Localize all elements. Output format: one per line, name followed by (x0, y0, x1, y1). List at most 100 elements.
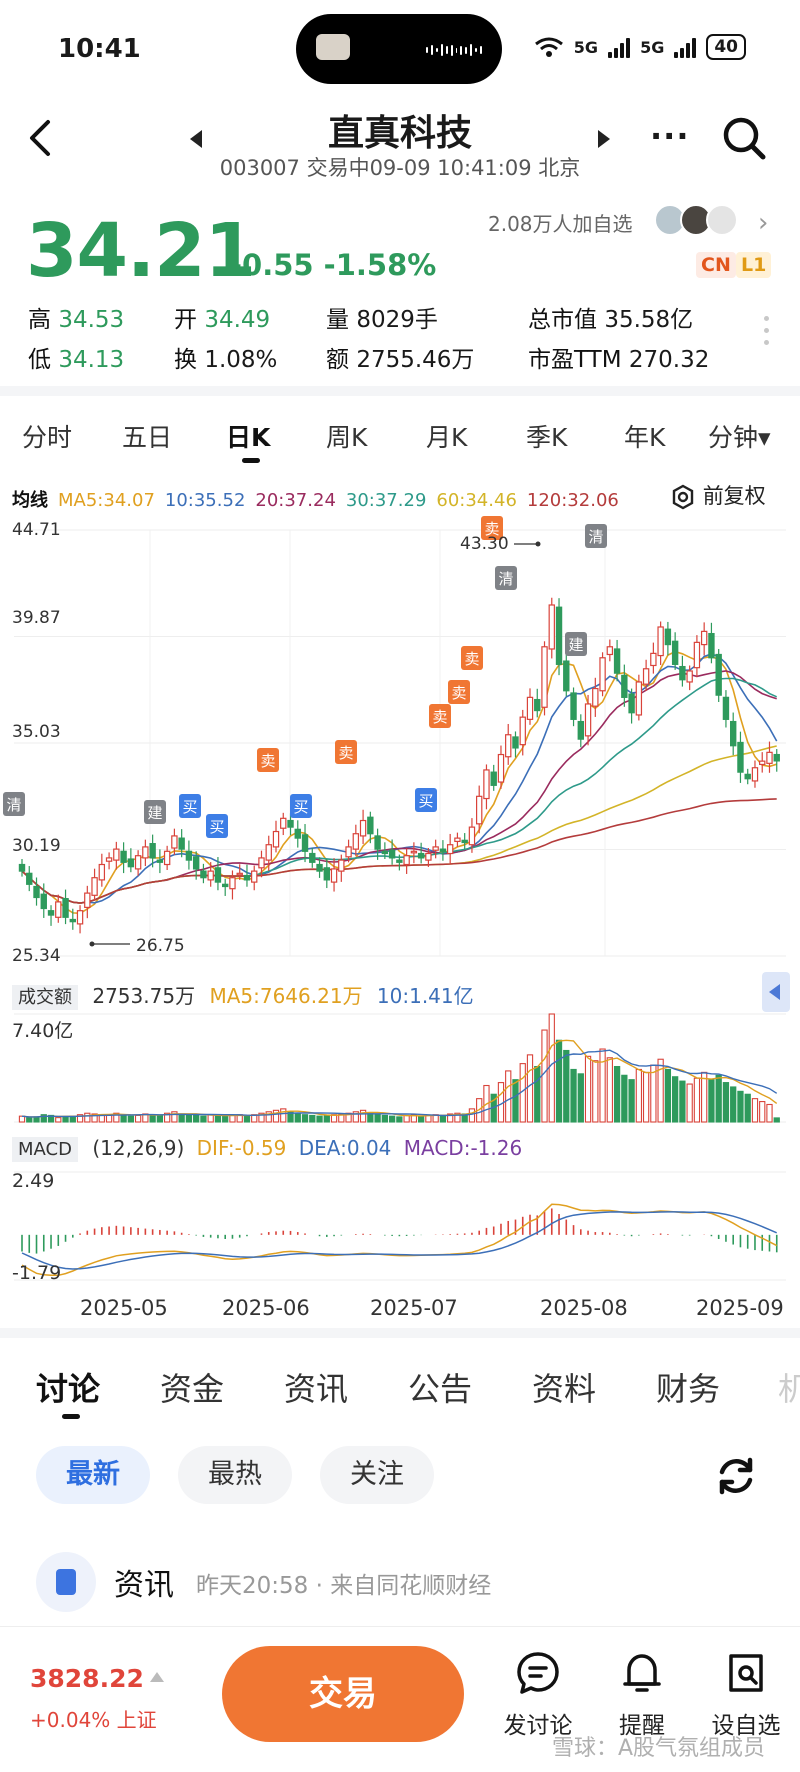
news-meta: 昨天20:58 · 来自同花顺财经 (196, 1566, 491, 1600)
divider (0, 1328, 800, 1338)
candle (752, 768, 757, 781)
volume-bar (194, 1115, 199, 1122)
volume-bar (419, 1116, 424, 1122)
sell-marker-label: 卖 (451, 684, 466, 702)
candle (237, 873, 242, 875)
search-icon[interactable] (720, 114, 768, 162)
macd-label[interactable]: MACD (12, 1137, 78, 1162)
buy-marker: 买 (290, 794, 312, 818)
candle (731, 722, 736, 746)
candle (673, 641, 678, 664)
candle (658, 627, 663, 656)
tab-five-day[interactable]: 五日 (122, 418, 172, 454)
tab-news[interactable]: 资讯 (284, 1364, 348, 1410)
divider (0, 386, 800, 396)
tab-announcements[interactable]: 公告 (408, 1364, 472, 1410)
candle (433, 847, 438, 850)
volume-chart[interactable] (0, 1010, 800, 1130)
tab-daily-k[interactable]: 日K (226, 418, 270, 454)
x-tick: 2025-06 (222, 1296, 310, 1320)
tab-weekly-k[interactable]: 周K (326, 418, 367, 454)
candle (564, 661, 569, 691)
volume-bar (535, 1067, 540, 1122)
candle (136, 856, 141, 869)
candle (295, 829, 300, 838)
clear-marker-label: 清 (498, 570, 513, 588)
candle (34, 887, 39, 898)
adjust-toggle[interactable]: 前复权 (670, 480, 766, 510)
candle (629, 694, 634, 713)
candle (92, 878, 97, 896)
tab-yearly-k[interactable]: 年K (624, 418, 665, 454)
refresh-icon[interactable] (712, 1452, 760, 1500)
add-watchlist-button[interactable]: 设自选 (706, 1650, 786, 1740)
candle (56, 902, 61, 917)
index-value[interactable]: 3828.22 (30, 1664, 144, 1693)
news-title[interactable]: 资讯 (114, 1560, 174, 1604)
tab-funds[interactable]: 资金 (160, 1364, 224, 1410)
candle (702, 631, 707, 644)
volume-label[interactable]: 成交额 (12, 985, 78, 1010)
candle (382, 851, 387, 853)
volume-bar (244, 1115, 249, 1122)
candle (585, 704, 590, 736)
volume-bar (208, 1115, 213, 1122)
more-icon[interactable]: ··· (650, 126, 689, 146)
volume-bar (622, 1075, 627, 1122)
filter-hot[interactable]: 最热 (178, 1446, 292, 1504)
candle (331, 869, 336, 882)
avatar (706, 204, 738, 236)
watcher-avatars[interactable] (654, 204, 744, 238)
candle (288, 821, 293, 828)
candle (578, 722, 583, 740)
volume-bar (767, 1104, 772, 1122)
low-dot (90, 942, 95, 947)
tab-quarterly-k[interactable]: 季K (526, 418, 567, 454)
volume-bar (556, 1040, 561, 1122)
candle (709, 634, 714, 658)
collapse-panel-button[interactable] (762, 972, 790, 1012)
kline-chart[interactable]: 卖卖卖卖卖卖买买买 买清清清建建 (0, 516, 800, 970)
candle (114, 849, 119, 860)
tab-profile[interactable]: 资料 (532, 1364, 596, 1410)
volume-bar (694, 1078, 699, 1122)
alert-button[interactable]: 提醒 (602, 1650, 682, 1740)
candle (128, 859, 133, 867)
macd-chart[interactable] (0, 1168, 800, 1284)
volume-bar (230, 1115, 235, 1122)
volume-bar (527, 1055, 532, 1122)
volume-bar (201, 1116, 206, 1122)
volume-bar (600, 1049, 605, 1122)
next-stock-icon[interactable] (598, 130, 610, 148)
dynamic-island[interactable] (296, 14, 502, 84)
candle (694, 642, 699, 667)
watchers-count[interactable]: 2.08万人加自选 (488, 208, 633, 237)
tab-timeshare[interactable]: 分时 (22, 418, 72, 454)
candle (317, 865, 322, 872)
expand-stats-icon[interactable] (764, 316, 770, 352)
tab-financials[interactable]: 财务 (656, 1364, 720, 1410)
tab-more[interactable]: 机 (778, 1364, 800, 1410)
volume-bar (404, 1115, 409, 1122)
trade-button[interactable]: 交易 (222, 1646, 464, 1742)
candle (622, 675, 627, 697)
sell-marker: 卖 (429, 704, 451, 728)
candle (760, 761, 765, 764)
index-change[interactable]: +0.04% 上证 (30, 1704, 157, 1733)
tab-monthly-k[interactable]: 月K (426, 418, 467, 454)
clear-marker: 清 (585, 524, 607, 548)
tab-discussion[interactable]: 讨论 (36, 1364, 100, 1410)
filter-latest[interactable]: 最新 (36, 1446, 150, 1504)
chevron-right-icon[interactable]: › (758, 208, 768, 238)
post-discussion-button[interactable]: 发讨论 (498, 1650, 578, 1740)
volume-bar (317, 1116, 322, 1122)
tab-minute[interactable]: 分钟▾ (708, 418, 771, 454)
network-5g-label-2: 5G (640, 38, 664, 57)
candle (767, 752, 772, 763)
candle (165, 851, 170, 864)
index-up-icon (150, 1672, 164, 1682)
candle (556, 607, 561, 664)
filter-following[interactable]: 关注 (320, 1446, 434, 1504)
settings-icon (670, 484, 696, 510)
price-change: -0.55 -1.58% (230, 248, 436, 282)
